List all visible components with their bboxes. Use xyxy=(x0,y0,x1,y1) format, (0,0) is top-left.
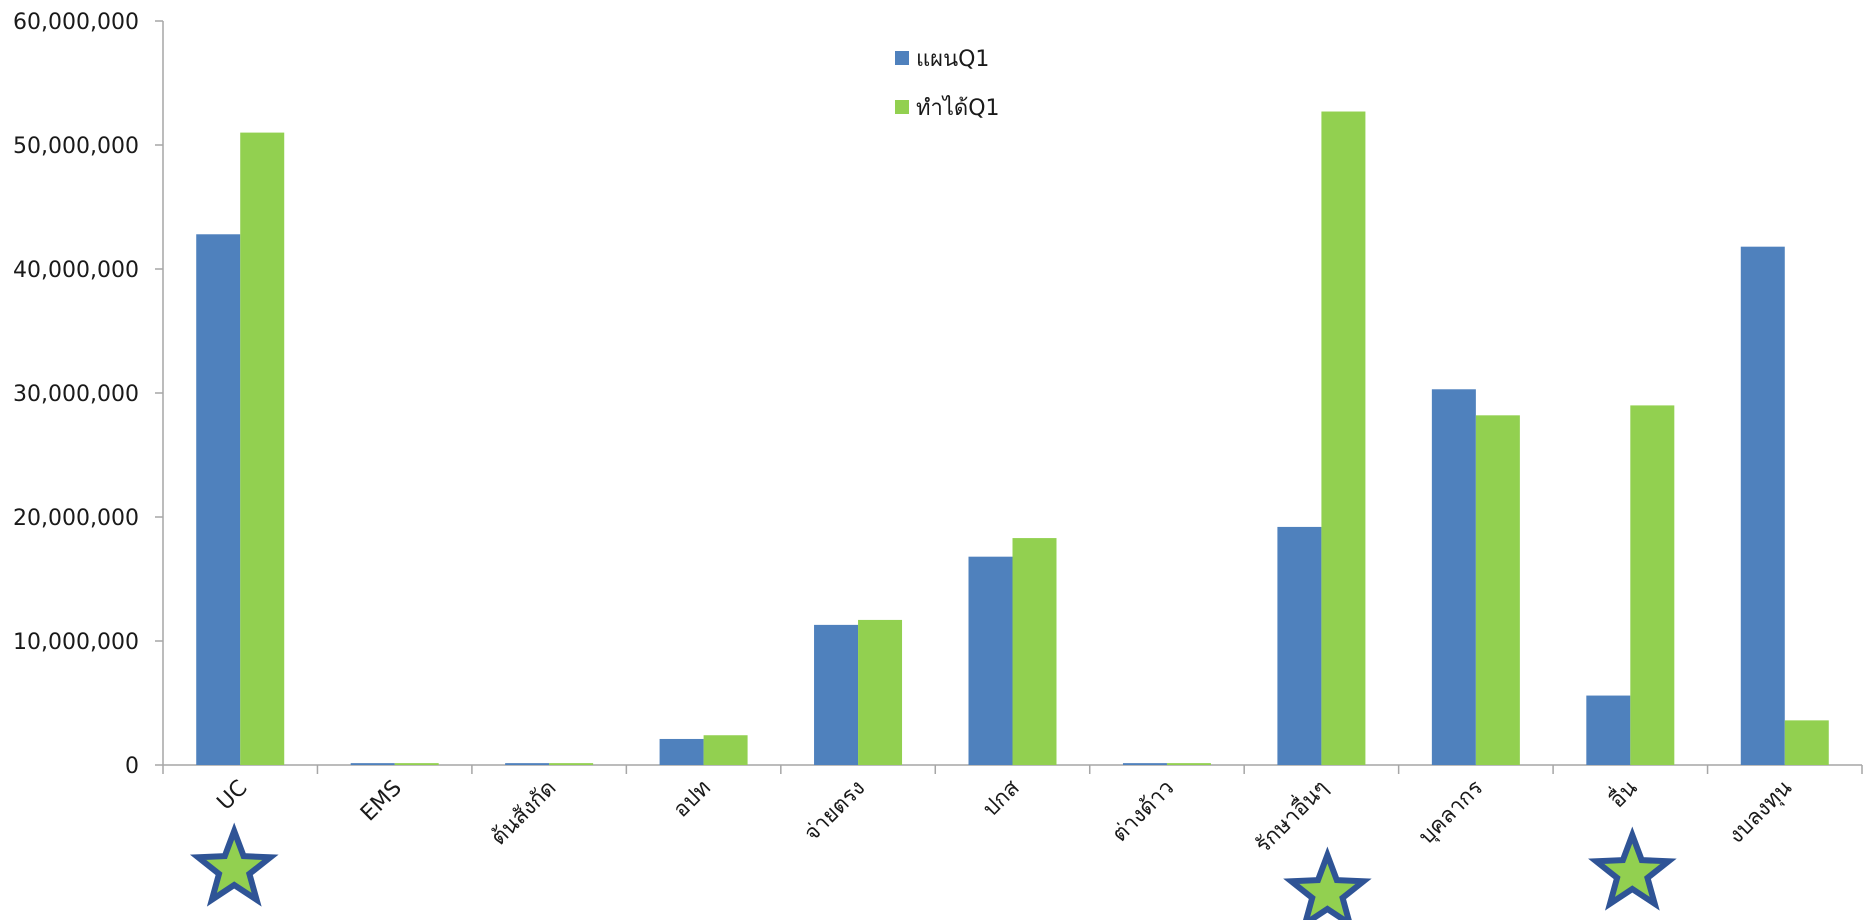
y-tick-label: 0 xyxy=(125,754,139,779)
bar-actual xyxy=(394,763,439,765)
x-tick-label: ปกส xyxy=(978,775,1025,822)
x-tick-label: อปท xyxy=(669,776,716,823)
x-tick-label: รักษาอื่นๆ xyxy=(1248,773,1334,859)
legend-label: ทำได้Q1 xyxy=(916,95,1000,121)
legend-swatch xyxy=(895,51,909,65)
bar-actual xyxy=(703,735,748,765)
bar-plan xyxy=(1586,695,1631,765)
bar-plan xyxy=(1740,246,1785,765)
x-tick-label: UC xyxy=(213,776,253,816)
bar-actual xyxy=(1784,720,1829,765)
x-tick-label: ต้นสังกัด xyxy=(486,776,561,851)
x-tick-label: จ่ายตรง xyxy=(800,776,871,847)
bar-plan xyxy=(1122,763,1167,765)
bar-plan xyxy=(1431,389,1476,765)
y-tick-label: 60,000,000 xyxy=(13,10,139,35)
bar-actual xyxy=(1475,415,1520,765)
x-tick-label: บุคลากร xyxy=(1414,775,1488,849)
bar-plan xyxy=(968,556,1013,765)
x-tick-label: ต่างด้าว xyxy=(1108,776,1180,848)
x-tick-label: งบลงทุน xyxy=(1724,776,1797,849)
bar-actual xyxy=(1630,405,1675,765)
bar-actual xyxy=(549,763,594,765)
x-tick-label: EMS xyxy=(356,776,407,827)
y-tick-label: 40,000,000 xyxy=(13,258,139,283)
bar-plan xyxy=(1277,526,1322,765)
y-tick-label: 10,000,000 xyxy=(13,630,139,655)
bar-actual xyxy=(240,132,285,766)
x-tick-label: อื่น xyxy=(1602,773,1642,813)
bar-actual xyxy=(1321,111,1366,765)
bar-plan xyxy=(814,624,859,765)
bar-plan xyxy=(350,763,395,765)
y-tick-label: 20,000,000 xyxy=(13,506,139,531)
bar-plan xyxy=(505,763,550,765)
bar-actual xyxy=(858,619,903,765)
legend-swatch xyxy=(895,100,909,114)
y-tick-label: 30,000,000 xyxy=(13,382,139,407)
y-tick-label: 50,000,000 xyxy=(13,134,139,159)
star-icon xyxy=(189,822,279,907)
star-icon xyxy=(1588,826,1677,911)
bar-plan xyxy=(196,234,241,765)
bar-actual xyxy=(1012,538,1057,765)
bar-plan xyxy=(659,738,704,765)
legend-label: แผนQ1 xyxy=(916,47,989,72)
star-icon xyxy=(1283,846,1372,924)
bar-actual xyxy=(1166,763,1211,765)
